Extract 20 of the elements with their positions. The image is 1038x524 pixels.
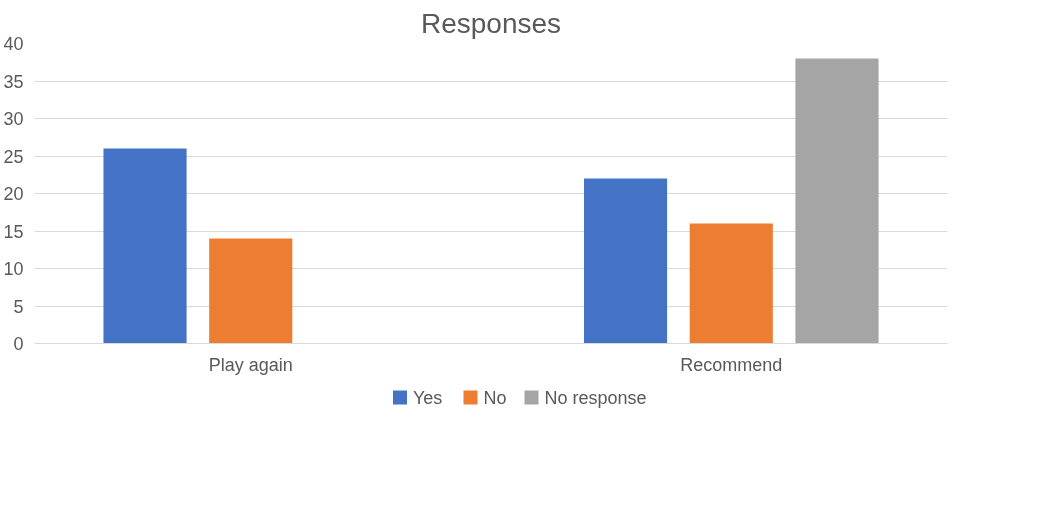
y-tick-label: 30 — [3, 109, 24, 129]
y-tick-label: 10 — [3, 259, 24, 279]
bar — [689, 223, 773, 344]
y-tick-label: 15 — [3, 221, 24, 242]
y-tick-label: 20 — [3, 184, 24, 204]
bar — [583, 178, 668, 344]
y-tick-label: 25 — [3, 146, 24, 167]
x-tick-label: Recommend — [680, 354, 783, 375]
y-tick-label: 0 — [13, 334, 24, 354]
legend-label: No — [483, 387, 507, 408]
bar — [795, 58, 879, 344]
chart-title: Responses — [420, 7, 562, 39]
legend-label: Yes — [413, 387, 443, 408]
legend-label: No response — [544, 387, 647, 408]
bar — [209, 238, 293, 344]
y-tick-label: 35 — [3, 71, 24, 92]
bar — [103, 148, 187, 344]
y-tick-label: 5 — [13, 296, 24, 317]
x-tick-label: Play again — [208, 354, 293, 375]
y-tick-label: 40 — [3, 34, 24, 54]
